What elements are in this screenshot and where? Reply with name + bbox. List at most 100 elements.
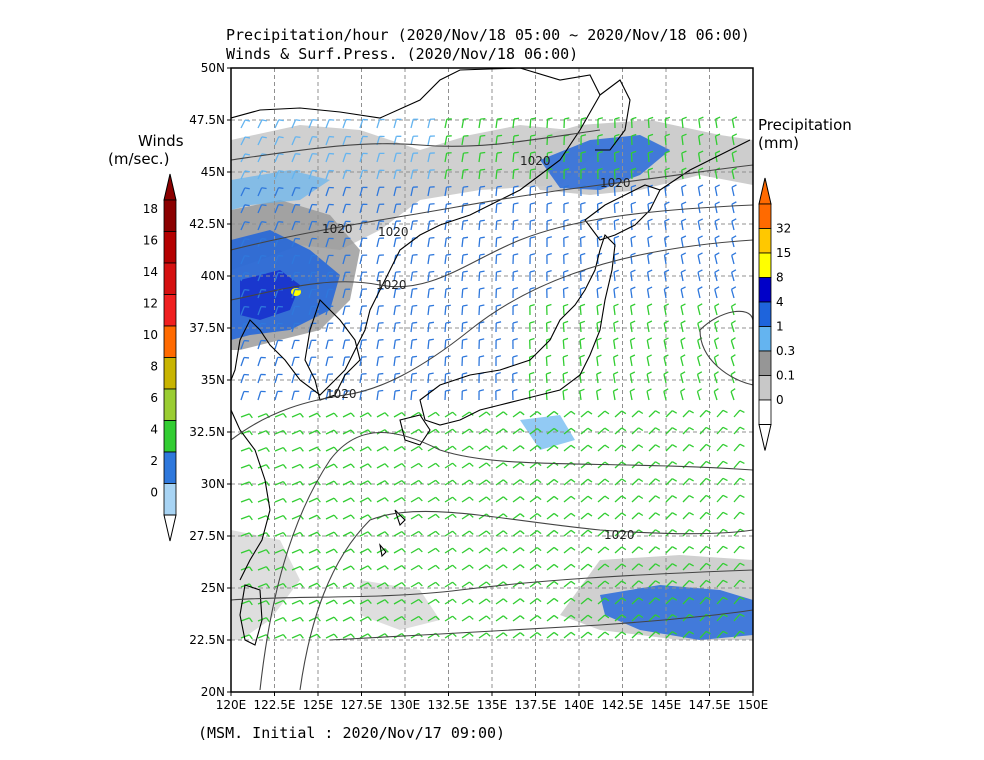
wind-barb: [376, 322, 384, 333]
wind-barb: [495, 445, 508, 452]
wind-barb: [342, 339, 350, 350]
wind-barb: [410, 479, 423, 486]
wind-barb: [240, 447, 253, 453]
wind-barb: [648, 614, 661, 622]
wind-barb: [665, 597, 678, 605]
wind-barb: [444, 253, 452, 265]
wind-barb: [495, 428, 508, 435]
wind-barb: [680, 269, 686, 282]
wind-barb: [444, 236, 452, 248]
wind-barb: [257, 532, 270, 538]
wind-barb: [730, 371, 736, 384]
wind-barb: [478, 151, 486, 163]
wind-barb: [631, 546, 644, 554]
wind-barb: [325, 514, 338, 520]
wind-barb: [546, 546, 559, 554]
wind-barb: [597, 614, 610, 622]
wind-barb: [698, 116, 704, 129]
wind-barb: [240, 170, 250, 180]
wind-barb: [359, 288, 368, 299]
wind-barb: [699, 579, 711, 588]
wind-barb: [631, 512, 644, 520]
colorbar-arrow-bottom: [758, 424, 772, 451]
wind-barb: [680, 252, 687, 265]
wind-barb: [579, 354, 585, 367]
isobar-line: [231, 239, 753, 441]
wind-barb: [597, 150, 603, 163]
wind-barb: [444, 304, 451, 316]
wind-barb: [427, 355, 434, 367]
wind-barb: [444, 169, 452, 180]
wind-barb: [478, 445, 491, 452]
precipitation-colorbar-title: Precipitation: [758, 116, 852, 134]
wind-barb: [410, 355, 418, 367]
wind-barb: [579, 235, 586, 248]
wind-barb: [461, 581, 474, 588]
wind-barb: [562, 337, 569, 350]
wind-barb: [393, 355, 401, 367]
wind-barb: [308, 480, 321, 486]
wind-barb: [410, 530, 423, 537]
wind-barb: [646, 269, 653, 282]
wind-barb: [512, 564, 525, 571]
wind-barb: [376, 220, 385, 231]
wind-barb: [596, 269, 603, 282]
wind-barb: [291, 254, 300, 265]
wind-barb: [410, 411, 423, 418]
wind-barb: [646, 388, 652, 401]
wind-barb: [714, 252, 720, 265]
wind-barb: [563, 495, 576, 503]
wind-barb: [359, 356, 367, 367]
wind-barb: [631, 614, 644, 622]
wind-barb: [461, 236, 469, 248]
winds-colorbar-unit: (m/sec.): [108, 150, 169, 168]
wind-barb: [681, 133, 687, 146]
wind-barb: [257, 481, 270, 487]
wind-barb: [257, 271, 267, 282]
wind-barb: [359, 616, 372, 622]
wind-barb: [461, 135, 469, 146]
wind-barb: [461, 304, 468, 316]
wind-barb: [478, 117, 486, 129]
wind-barb: [342, 463, 355, 469]
wind-barb: [359, 118, 368, 129]
wind-barb: [597, 444, 610, 452]
wind-barb: [495, 219, 502, 231]
wind-barb: [580, 134, 587, 146]
wind-barb: [580, 631, 593, 639]
wind-barb: [410, 304, 418, 316]
wind-barb: [461, 372, 468, 384]
wind-barb: [291, 237, 301, 248]
wind-barb: [730, 286, 737, 299]
wind-barb: [444, 287, 452, 299]
wind-barb: [427, 372, 434, 384]
wind-barb: [427, 236, 435, 248]
wind-barb: [393, 338, 401, 350]
wind-barb: [529, 530, 542, 537]
wind-barb: [274, 271, 284, 282]
wind-barb: [680, 235, 687, 248]
wind-barb: [291, 322, 300, 333]
wind-barb: [733, 477, 745, 486]
wind-barb: [257, 566, 270, 572]
wind-barb: [427, 270, 435, 282]
wind-barb: [495, 496, 508, 503]
wind-barb: [257, 136, 267, 146]
wind-barb: [461, 168, 469, 180]
wind-barb: [240, 272, 250, 282]
wind-barb: [393, 169, 402, 180]
wind-barb: [359, 373, 367, 384]
wind-barb: [733, 511, 745, 520]
wind-barb: [682, 596, 694, 605]
wind-barb: [631, 597, 644, 605]
wind-barb: [612, 354, 619, 367]
wind-barb: [376, 339, 384, 350]
isobar-label: 1020: [604, 528, 635, 542]
wind-barb: [410, 135, 419, 146]
wind-barb: [716, 494, 728, 503]
wind-barb: [646, 286, 653, 299]
wind-barb: [325, 152, 335, 163]
wind-barb: [427, 547, 440, 554]
wind-barb: [461, 547, 474, 554]
isobar-line: [699, 310, 753, 386]
